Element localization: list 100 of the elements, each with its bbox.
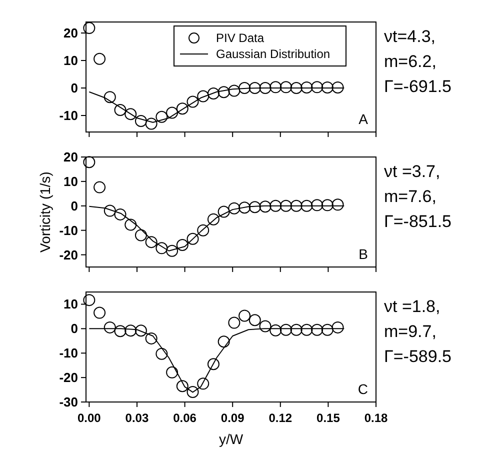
point [176, 102, 188, 115]
point [321, 199, 334, 212]
point [248, 201, 261, 214]
point [218, 86, 230, 98]
annotation: C [358, 381, 368, 397]
point [114, 325, 126, 338]
point [270, 81, 282, 94]
point [156, 110, 168, 123]
x-tick-label: 0.03 [125, 411, 149, 425]
x-tick-label: 0.12 [268, 411, 292, 425]
point [218, 336, 230, 348]
point [145, 118, 158, 130]
point [311, 199, 324, 212]
y-tick-label: -30 [59, 394, 78, 410]
point [280, 324, 292, 336]
point [321, 324, 334, 336]
point [332, 198, 344, 211]
y-tick-label: 20 [64, 26, 78, 40]
point [176, 380, 188, 392]
point [197, 90, 210, 102]
y-tick-label: -10 [59, 222, 78, 238]
point [83, 22, 96, 34]
point [94, 52, 106, 65]
y-tick-label: 0 [70, 198, 78, 214]
point [104, 91, 116, 104]
x-tick-label: 0.09 [220, 411, 245, 425]
point [186, 386, 199, 398]
text: m=6.2, [384, 52, 436, 71]
y-tick-label: -20 [59, 370, 78, 386]
point [207, 213, 220, 226]
text: Γ=-691.5 [384, 77, 452, 96]
y-tick-label: 10 [64, 53, 78, 68]
point [238, 310, 251, 322]
point [311, 324, 324, 336]
point [166, 244, 178, 257]
point [270, 200, 282, 212]
text: Γ=-851.5 [384, 212, 452, 231]
point [280, 200, 292, 212]
point [207, 88, 220, 100]
y-tick-label: 0 [70, 321, 78, 336]
point [207, 358, 220, 370]
point [259, 320, 272, 332]
y-axis-title: Vorticity (1/s) [37, 172, 53, 252]
point [156, 242, 168, 254]
x-tick-label: 0.00 [78, 411, 102, 425]
point [321, 81, 334, 94]
point [134, 115, 147, 127]
point [166, 366, 178, 378]
y-tick-label: 10 [64, 174, 78, 189]
x-tick-label: 0.18 [364, 411, 388, 425]
x-tick-label: 0.06 [173, 411, 197, 425]
annotation: A [358, 111, 369, 127]
point [186, 232, 199, 245]
point [156, 348, 168, 360]
y-tick-label: 0 [70, 80, 78, 96]
point [248, 82, 261, 94]
point [124, 324, 137, 337]
text: m=7.6, [384, 187, 436, 206]
point [218, 206, 230, 218]
point [290, 324, 302, 336]
point [124, 218, 137, 231]
legend-label: Gaussian Distribution [216, 47, 330, 61]
point [270, 324, 282, 336]
point [300, 81, 313, 94]
point [124, 108, 137, 120]
point [259, 82, 272, 94]
text: νt=4.3, [384, 27, 436, 46]
point [94, 306, 106, 319]
point [197, 378, 210, 390]
text: Γ=-589.5 [384, 347, 452, 366]
point [114, 104, 126, 116]
point [197, 224, 210, 236]
legend-label: PIV Data [216, 31, 264, 45]
text: m=9.7, [384, 322, 436, 341]
point [290, 82, 302, 94]
text: νt =3.7, [384, 162, 440, 181]
point [238, 202, 251, 214]
point [94, 181, 106, 194]
y-tick-label: -10 [59, 346, 78, 361]
point [114, 208, 126, 220]
y-tick-label: 10 [64, 296, 78, 312]
text: νt =1.8, [384, 297, 440, 316]
point [166, 106, 178, 119]
y-tick-label: 20 [64, 150, 78, 164]
point [186, 96, 199, 108]
point [290, 200, 302, 212]
point [228, 316, 240, 329]
annotation: B [358, 246, 368, 262]
point [83, 156, 96, 168]
point [145, 236, 158, 248]
point [228, 84, 240, 97]
point [134, 324, 147, 337]
point [176, 239, 188, 251]
point [300, 324, 313, 336]
y-tick-label: -20 [59, 247, 78, 262]
point [83, 294, 96, 306]
point [104, 204, 116, 217]
y-tick-label: -10 [59, 108, 78, 123]
point [104, 321, 116, 334]
point [134, 229, 147, 242]
